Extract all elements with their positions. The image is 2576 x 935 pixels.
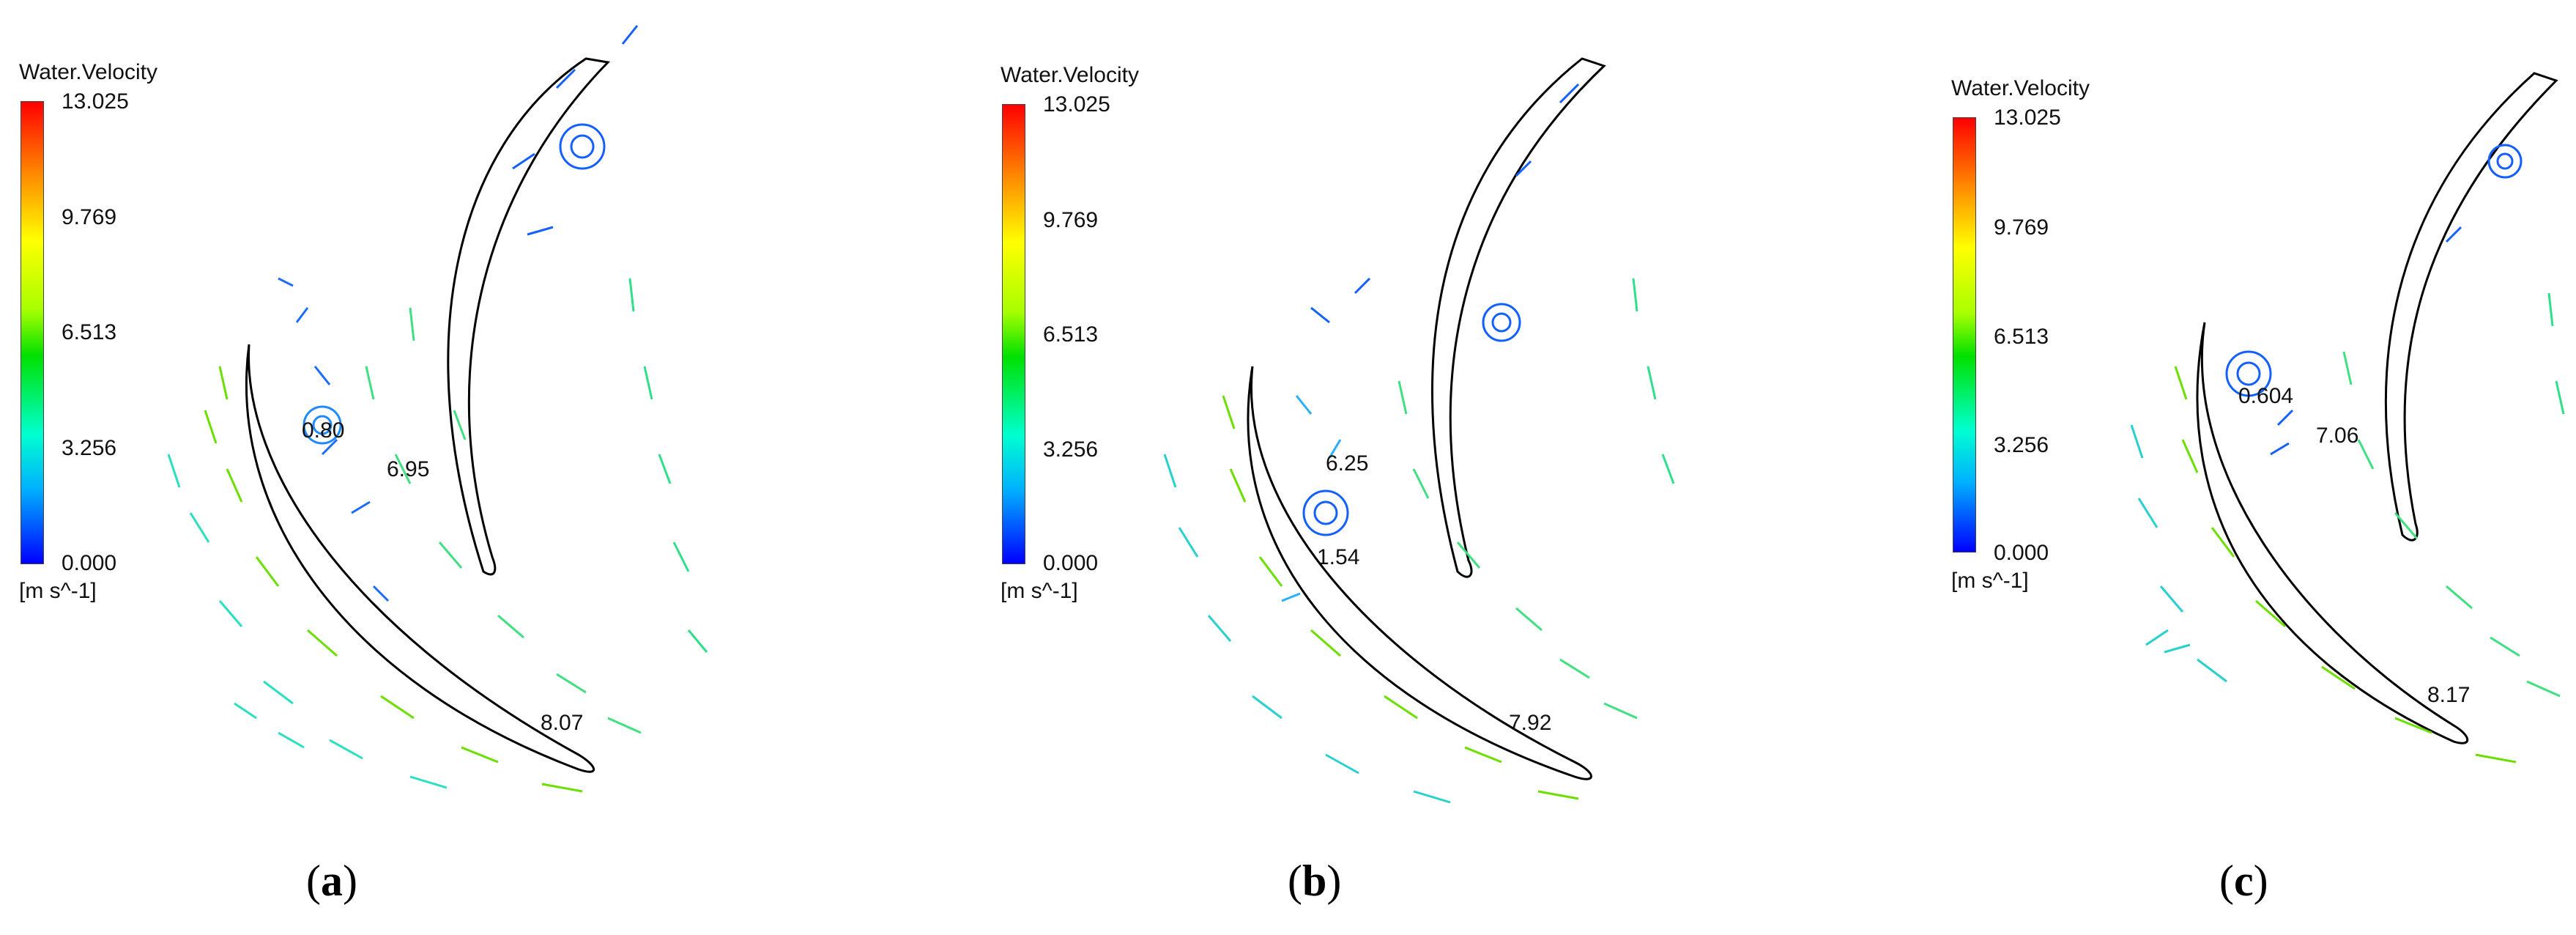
colorbar-unit: [m s^-1]	[1001, 579, 1078, 603]
subfigure-caption: (b)	[1288, 857, 1342, 905]
colorbar-unit: [m s^-1]	[19, 579, 97, 603]
colorbar-tick-min: 0.000	[62, 551, 117, 575]
velocity-vectors	[167, 25, 708, 793]
colorbar	[1002, 104, 1025, 564]
colorbar-tick-3: 6.513	[62, 320, 117, 344]
colorbar-title: Water.Velocity	[19, 60, 157, 84]
subfigure-caption: (c)	[2219, 857, 2268, 905]
blade-outline	[2196, 322, 2469, 744]
subfigure-caption: (a)	[306, 857, 357, 905]
panel-a: Water.Velocity 13.025 9.769 6.513 3.256 …	[0, 0, 857, 935]
velocity-vectors	[1163, 83, 1675, 804]
value-label: 7.06	[2316, 424, 2358, 448]
blade-outline	[2385, 72, 2558, 542]
velocity-field: 6.25 1.54 7.92	[1163, 57, 1675, 804]
value-label: 6.25	[1326, 451, 1368, 476]
colorbar	[1953, 117, 1976, 552]
colorbar-tick-max: 13.025	[1994, 106, 2061, 130]
colorbar-tick-max: 13.025	[62, 89, 129, 114]
colorbar-tick-4: 3.256	[1043, 437, 1099, 462]
colorbar-tick-max: 13.025	[1043, 92, 1110, 117]
value-label: 8.07	[541, 711, 583, 735]
panel-c: Water.Velocity 13.025 9.769 6.513 3.256 …	[1714, 0, 2576, 935]
colorbar-tick-2: 9.769	[1043, 208, 1099, 232]
velocity-field: 0.80 6.95 8.07	[167, 25, 708, 793]
blade-outline	[1431, 57, 1606, 578]
blade-outline	[245, 344, 595, 773]
blade-outline	[1247, 366, 1592, 780]
colorbar-tick-2: 9.769	[62, 205, 117, 229]
panel-b: Water.Velocity 13.025 9.769 6.513 3.256 …	[857, 0, 1714, 935]
value-label: 7.92	[1509, 711, 1551, 735]
colorbar	[21, 101, 44, 564]
colorbar-tick-3: 6.513	[1043, 322, 1099, 347]
colorbar-tick-2: 9.769	[1994, 215, 2049, 240]
blade-outline	[447, 57, 611, 576]
velocity-field: 0.604 7.06 8.17	[2130, 72, 2565, 764]
colorbar-title: Water.Velocity	[1951, 76, 2090, 100]
colorbar-tick-4: 3.256	[1994, 433, 2049, 457]
colorbar-unit: [m s^-1]	[1951, 569, 2029, 593]
colorbar-tick-4: 3.256	[62, 436, 117, 460]
value-label: 8.17	[2427, 683, 2470, 707]
value-label: 6.95	[387, 457, 429, 481]
colorbar-tick-3: 6.513	[1994, 325, 2049, 349]
value-label: 0.604	[2238, 384, 2293, 408]
value-label: 0.80	[302, 418, 344, 443]
colorbar-tick-min: 0.000	[1994, 541, 2049, 565]
colorbar-tick-min: 0.000	[1043, 551, 1099, 575]
colorbar-title: Water.Velocity	[1001, 63, 1139, 87]
velocity-vectors	[2130, 144, 2565, 764]
value-label: 1.54	[1317, 545, 1359, 569]
